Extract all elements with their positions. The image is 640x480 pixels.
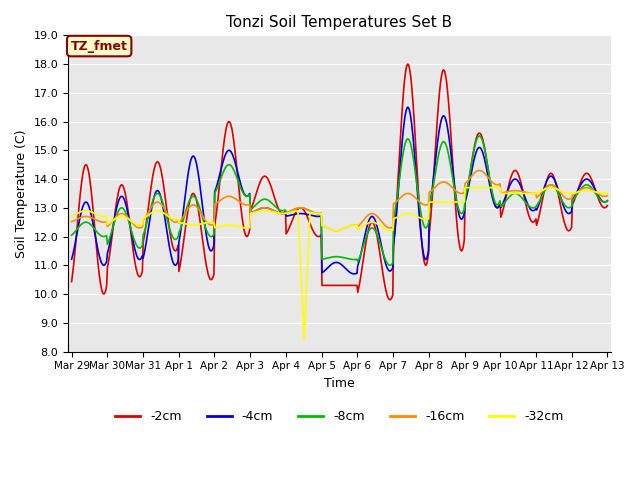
X-axis label: Time: Time bbox=[324, 377, 355, 390]
Legend: -2cm, -4cm, -8cm, -16cm, -32cm: -2cm, -4cm, -8cm, -16cm, -32cm bbox=[110, 405, 569, 428]
Text: TZ_fmet: TZ_fmet bbox=[71, 39, 127, 53]
Title: Tonzi Soil Temperatures Set B: Tonzi Soil Temperatures Set B bbox=[227, 15, 452, 30]
Y-axis label: Soil Temperature (C): Soil Temperature (C) bbox=[15, 129, 28, 258]
